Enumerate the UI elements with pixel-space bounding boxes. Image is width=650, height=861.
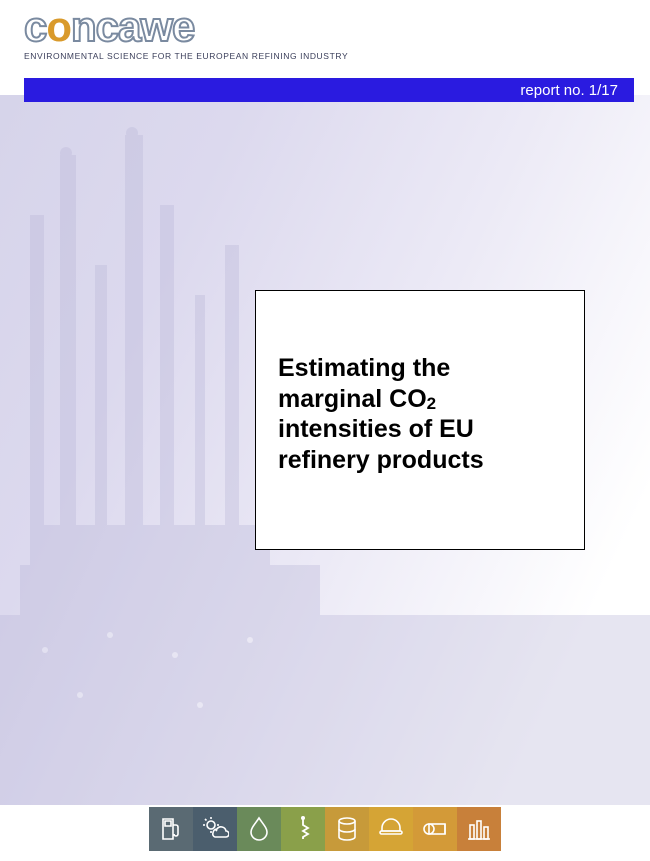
title-line-3: intensities of EU [278, 415, 474, 443]
report-title: Estimating the marginal CO2 intensities … [278, 353, 562, 475]
title-line-4: refinery products [278, 446, 484, 474]
report-number-bar: report no. 1/17 [24, 78, 634, 102]
logo-letter-c: c [24, 3, 46, 50]
concawe-logo: concawe [24, 6, 348, 48]
health-icon [281, 807, 325, 851]
title-subscript: 2 [427, 394, 436, 413]
sun-cloud-icon [193, 807, 237, 851]
report-number-label: report no. 1/17 [520, 82, 618, 99]
water-drop-icon [237, 807, 281, 851]
fuel-pump-icon [149, 807, 193, 851]
report-cover-page: concawe ENVIRONMENTAL SCIENCE FOR THE EU… [0, 0, 650, 861]
refinery-icon [457, 807, 501, 851]
header: concawe ENVIRONMENTAL SCIENCE FOR THE EU… [24, 6, 348, 61]
footer-icon-strip [0, 807, 650, 851]
safety-icon [369, 807, 413, 851]
title-line-2a: marginal CO [278, 385, 427, 413]
logo-letters-rest: ncawe [71, 3, 194, 50]
barrel-icon [325, 807, 369, 851]
tagline: ENVIRONMENTAL SCIENCE FOR THE EUROPEAN R… [24, 51, 348, 61]
pipeline-icon [413, 807, 457, 851]
logo-letter-o: o [46, 3, 71, 50]
title-line-1: Estimating the [278, 354, 450, 382]
title-box: Estimating the marginal CO2 intensities … [255, 290, 585, 550]
